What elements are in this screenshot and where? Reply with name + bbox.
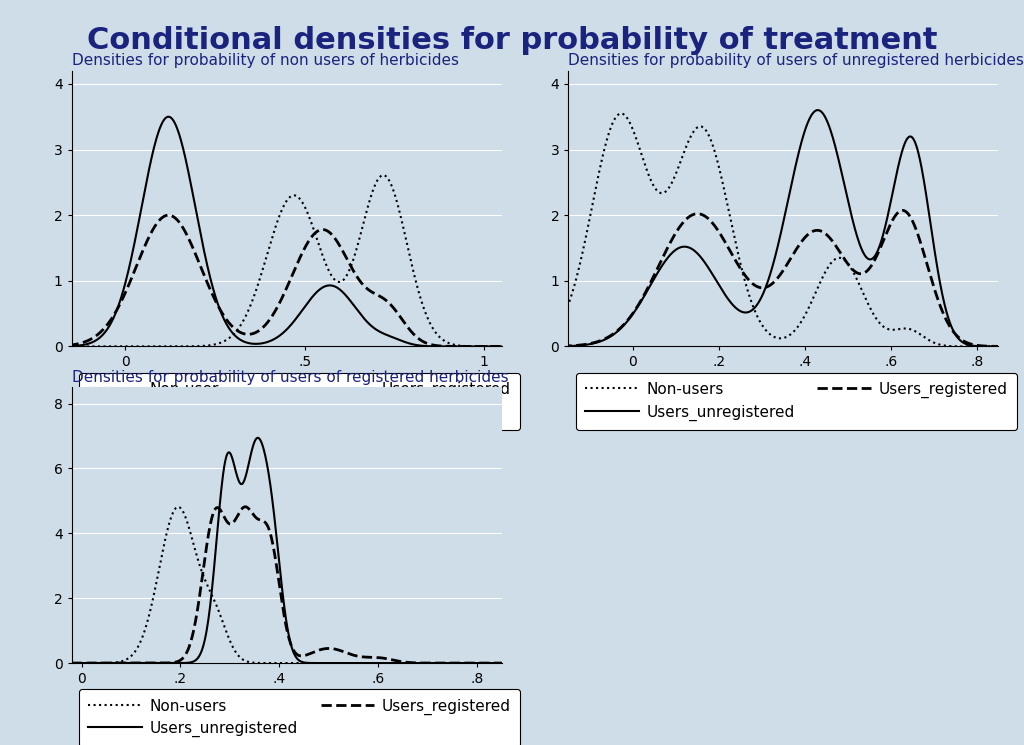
Text: Densities for probability of users of registered herbicides: Densities for probability of users of re… [72,370,508,385]
Text: Densities for probability of users of unregistered herbicides: Densities for probability of users of un… [568,53,1024,69]
Legend: Non-users, Users_unregistered, Users_registered: Non-users, Users_unregistered, Users_reg… [575,372,1017,430]
Legend: Non-users, Users_unregistered, Users_registered: Non-users, Users_unregistered, Users_reg… [79,689,520,745]
Text: Conditional densities for probability of treatment: Conditional densities for probability of… [87,26,937,55]
Legend: Non-user, Users_unregistered, Users_registered: Non-user, Users_unregistered, Users_regi… [79,372,520,430]
Text: Densities for probability of non users of herbicides: Densities for probability of non users o… [72,53,459,69]
